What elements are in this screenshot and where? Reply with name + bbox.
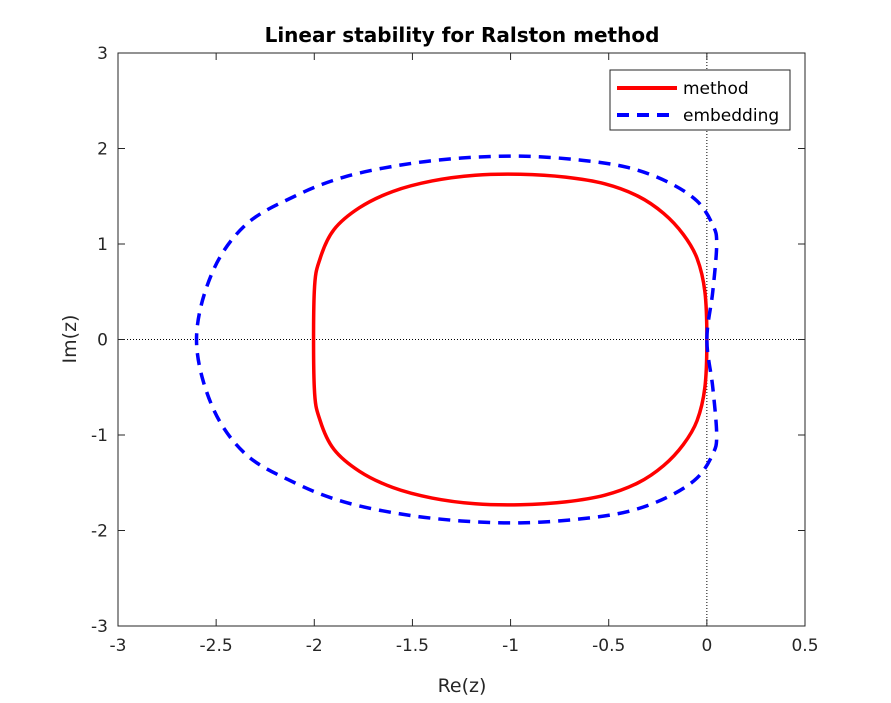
x-tick-label: -1	[502, 636, 519, 656]
y-tick-label: -3	[91, 617, 108, 637]
y-tick-label: -2	[91, 522, 108, 542]
y-axis-label: Im(z)	[59, 315, 81, 364]
x-tick-label: 0	[701, 636, 712, 656]
chart-title: Linear stability for Ralston method	[265, 23, 660, 47]
x-tick-label: -0.5	[592, 636, 625, 656]
x-tick-label: -3	[110, 636, 127, 656]
x-tick-label: -2	[306, 636, 323, 656]
reference-lines	[118, 53, 805, 626]
x-tick-label: 0.5	[791, 636, 818, 656]
series-lines	[194, 154, 719, 525]
y-tick-label: 0	[97, 331, 108, 351]
legend: method embedding	[609, 69, 791, 131]
legend-box	[609, 69, 791, 131]
y-tick-label: 3	[97, 44, 108, 64]
x-tick-labels: -3 -2.5 -2 -1.5 -1 -0.5 0 0.5	[110, 636, 819, 656]
y-tick-label: -1	[91, 426, 108, 446]
series-line-embedding	[194, 154, 719, 525]
legend-label-embedding: embedding	[683, 106, 779, 126]
x-tick-label: -1.5	[396, 636, 429, 656]
y-tick-label: 1	[97, 235, 108, 255]
y-tick-label: 2	[97, 140, 108, 160]
plot-area	[117, 52, 806, 627]
y-tick-labels: -3 -2 -1 0 1 2 3	[91, 44, 108, 637]
legend-label-method: method	[683, 79, 749, 99]
x-tick-label: -2.5	[200, 636, 233, 656]
x-axis-label: Re(z)	[438, 675, 487, 697]
axis-ticks	[117, 52, 806, 627]
series-line-method	[311, 172, 709, 507]
